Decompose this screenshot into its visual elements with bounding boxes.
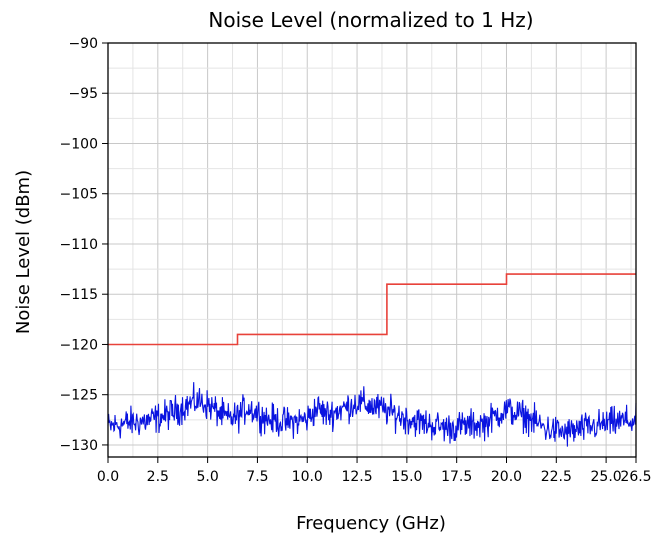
x-tick-label: 2.5 [147, 469, 169, 485]
x-tick-label: 12.5 [341, 469, 372, 485]
x-tick-label: 15.0 [391, 469, 422, 485]
y-axis-label: Noise Level (dBm) [13, 170, 34, 334]
y-tick-label: −105 [60, 187, 98, 203]
y-tick-label: −90 [68, 36, 98, 52]
spec-limit-step-line [108, 273, 636, 346]
x-axis-label: Frequency (GHz) [296, 513, 446, 534]
series-group [107, 273, 637, 447]
x-tick-label: 0.0 [97, 469, 119, 485]
y-tick-label: −115 [60, 287, 98, 303]
x-tick-label: 10.0 [292, 469, 323, 485]
x-tick-label: 7.5 [246, 469, 268, 485]
y-tick-label: −120 [60, 337, 98, 353]
y-tick-label: −125 [60, 388, 98, 404]
y-tick-label: −95 [68, 86, 98, 102]
measured-noise-trace [107, 382, 637, 447]
y-tick-label: −110 [60, 237, 98, 253]
y-tick-labels: −90 −95 −100 −105 −110 −115 −120 −125 −130 [60, 36, 98, 454]
x-tick-label: 20.0 [491, 469, 522, 485]
plot-frame [107, 42, 637, 458]
y-tick-label: −100 [60, 136, 98, 152]
tick-marks [102, 42, 637, 463]
x-tick-labels: 0.0 2.5 5.0 7.5 10.0 12.5 15.0 17.5 20.0 22.5 25.0… [97, 469, 652, 485]
y-tick-label: −130 [60, 438, 98, 454]
x-tick-label: 22.5 [541, 469, 572, 485]
x-tick-label: 25.0 [591, 469, 622, 485]
x-tick-label: 26.5 [620, 469, 651, 485]
chart-title: Noise Level (normalized to 1 Hz) [208, 8, 533, 32]
grid-lines [107, 42, 636, 457]
x-tick-label: 5.0 [196, 469, 218, 485]
x-tick-label: 17.5 [441, 469, 472, 485]
